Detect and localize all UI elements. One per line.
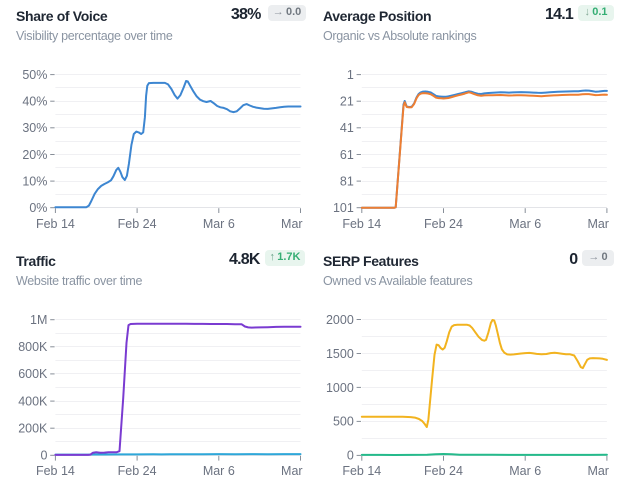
svg-text:Feb 14: Feb 14: [36, 217, 75, 231]
svg-text:Mar 6: Mar 6: [203, 464, 235, 478]
svg-text:500: 500: [333, 415, 354, 429]
svg-text:30%: 30%: [22, 121, 47, 135]
svg-text:50%: 50%: [22, 68, 47, 82]
svg-text:Mar 6: Mar 6: [509, 217, 541, 231]
svg-text:Feb 14: Feb 14: [342, 217, 381, 231]
svg-text:Feb 14: Feb 14: [36, 464, 75, 478]
svg-text:Mar 6: Mar 6: [509, 464, 541, 478]
svg-text:Mar 16: Mar 16: [281, 464, 306, 478]
svg-text:40%: 40%: [22, 95, 47, 109]
svg-text:Mar 6: Mar 6: [203, 217, 235, 231]
svg-text:1500: 1500: [326, 347, 354, 361]
svg-text:1000: 1000: [326, 381, 354, 395]
svg-text:10%: 10%: [22, 174, 47, 188]
svg-text:0%: 0%: [29, 201, 47, 215]
svg-text:0: 0: [40, 449, 47, 463]
svg-text:Feb 24: Feb 24: [424, 464, 463, 478]
svg-text:Feb 14: Feb 14: [342, 464, 381, 478]
svg-text:101: 101: [333, 201, 354, 215]
svg-text:41: 41: [340, 121, 354, 135]
svg-text:200K: 200K: [18, 422, 48, 436]
svg-text:Feb 24: Feb 24: [424, 217, 463, 231]
svg-text:800K: 800K: [18, 340, 48, 354]
svg-text:Mar 16: Mar 16: [587, 464, 612, 478]
svg-text:20%: 20%: [22, 148, 47, 162]
svg-text:400K: 400K: [18, 394, 48, 408]
svg-text:Mar 16: Mar 16: [281, 217, 306, 231]
svg-text:1M: 1M: [30, 313, 47, 327]
svg-text:Mar 16: Mar 16: [587, 217, 612, 231]
svg-text:2000: 2000: [326, 313, 354, 327]
svg-text:Feb 24: Feb 24: [118, 217, 157, 231]
svg-text:600K: 600K: [18, 367, 48, 381]
svg-text:81: 81: [340, 174, 354, 188]
svg-text:0: 0: [347, 449, 354, 463]
svg-text:Feb 24: Feb 24: [118, 464, 157, 478]
svg-text:61: 61: [340, 148, 354, 162]
svg-text:21: 21: [340, 95, 354, 109]
svg-text:1: 1: [347, 68, 354, 82]
